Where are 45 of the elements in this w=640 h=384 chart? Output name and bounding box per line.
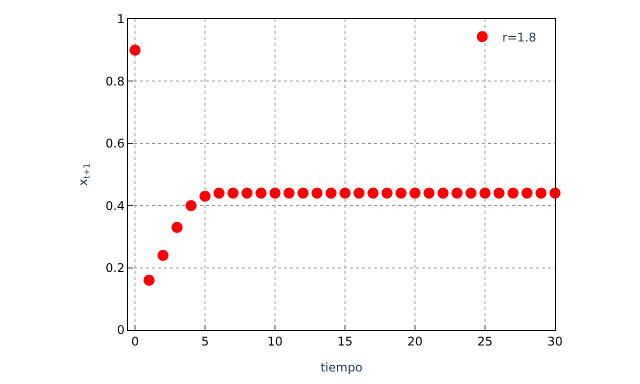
y-tick-label: 0.8 <box>106 74 125 88</box>
x-tick-label: 10 <box>267 334 283 348</box>
point <box>270 188 280 199</box>
x-tick-label: 20 <box>407 334 423 348</box>
legend-label: r=1.8 <box>502 30 536 44</box>
point <box>312 188 322 199</box>
y-tick-label: 0.2 <box>106 261 125 275</box>
x-axis-title: tiempo <box>320 360 363 374</box>
point <box>466 188 476 199</box>
point <box>256 188 266 199</box>
point <box>536 188 546 199</box>
point <box>382 188 392 199</box>
point <box>368 188 378 199</box>
point <box>480 188 490 199</box>
point <box>494 188 504 199</box>
point <box>452 188 462 199</box>
point <box>326 188 336 199</box>
point <box>354 188 364 199</box>
point <box>130 44 140 56</box>
point <box>242 188 252 199</box>
point <box>424 188 434 199</box>
point <box>284 188 294 199</box>
point <box>298 188 308 199</box>
x-tick-label: 25 <box>477 334 493 348</box>
point <box>508 188 518 199</box>
point <box>396 188 406 199</box>
point <box>438 188 448 199</box>
y-tick-label: 0.4 <box>106 198 125 213</box>
point <box>158 250 168 261</box>
x-tick-label: 5 <box>201 334 209 348</box>
point <box>410 188 420 199</box>
x-tick-label: 30 <box>547 334 563 348</box>
x-tick-label: 15 <box>337 334 353 348</box>
y-tick-label: 0.6 <box>106 136 125 151</box>
point <box>144 274 154 286</box>
point <box>228 188 238 199</box>
point <box>214 188 224 199</box>
point <box>186 200 196 212</box>
x-tick-label: 0 <box>131 334 139 348</box>
point <box>522 188 532 199</box>
point <box>340 188 350 199</box>
y-tick-label: 1 <box>116 12 125 26</box>
point <box>200 190 210 202</box>
point <box>172 222 182 233</box>
y-tick-label: 0 <box>116 323 125 338</box>
